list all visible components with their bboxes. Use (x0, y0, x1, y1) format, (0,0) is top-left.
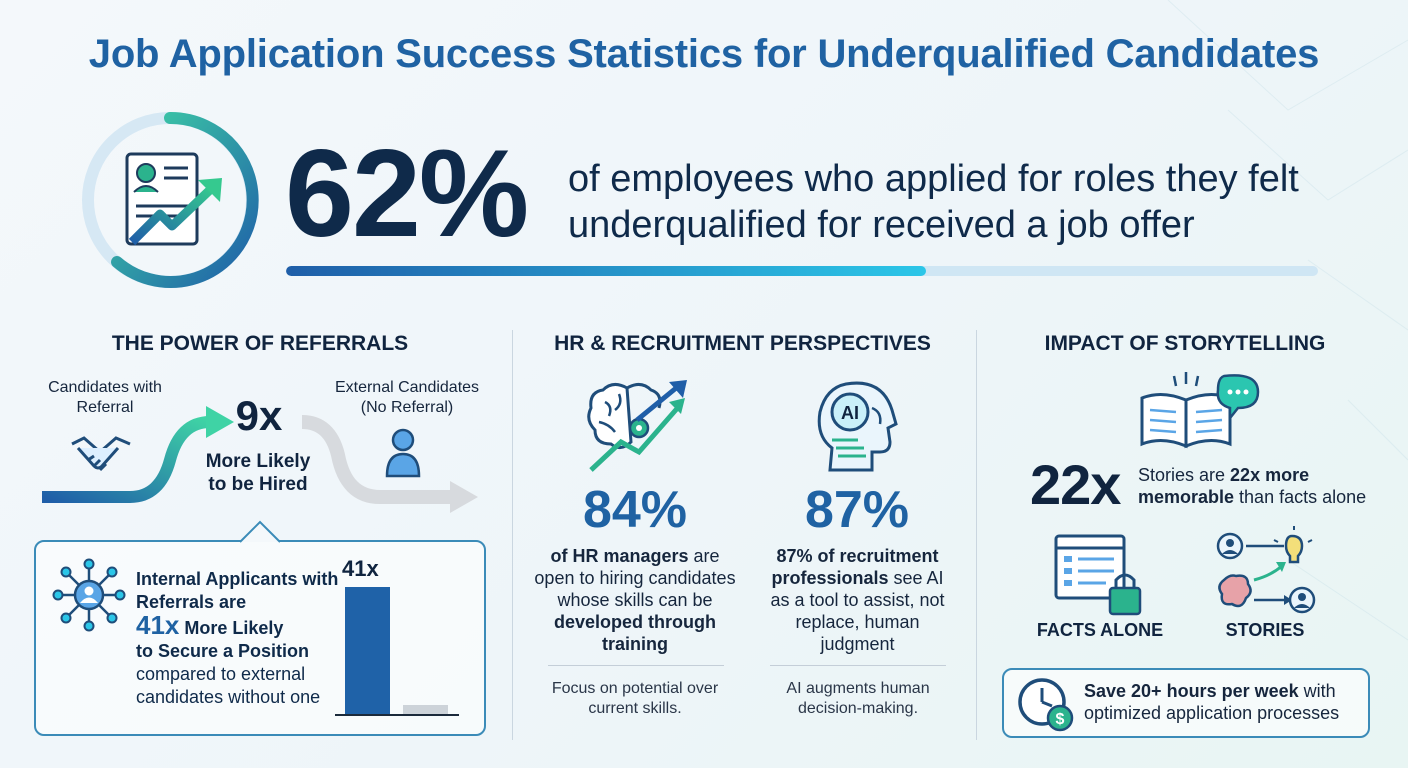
hr-left-text-rest: are open to hiring candidates whose skil… (534, 546, 736, 610)
callout-pointer (239, 520, 281, 543)
hr-right-text-rest: see AI as a tool to assist, not replace,… (770, 568, 945, 654)
background-pattern (1167, 0, 1408, 641)
hr-right-text-bold: 87% of recruitment professionals (771, 546, 939, 588)
internal-line3: to Secure a Position (136, 641, 310, 661)
hr-right-footer: AI augments human decision-making. (786, 680, 930, 717)
column-divider (976, 330, 977, 740)
hr-left-text-bold2: developed through training (554, 612, 716, 654)
story-text-pre: Stories are (1138, 465, 1231, 485)
page-title: Job Application Success Statistics for U… (88, 32, 1320, 76)
internal-multiplier: 41x (136, 610, 180, 640)
network-person-icon (52, 558, 126, 632)
internal-referral-text: Internal Applicants with Referrals are 4… (136, 568, 346, 709)
column-divider (512, 330, 513, 740)
hr-right-rule (770, 665, 946, 666)
hr-left-rule (548, 665, 724, 666)
bar-value-label: 41x (342, 556, 379, 581)
hero-description: of employees who applied for roles they … (568, 158, 1299, 246)
internal-line4: compared to external candidates without … (136, 664, 321, 707)
hero-progress-bar (286, 266, 1318, 276)
hr-left-percent: 84% (582, 481, 688, 539)
clock-money-icon: $ (1018, 678, 1074, 732)
brain-growth-icon (587, 380, 687, 472)
book-chat-icon (1140, 372, 1260, 449)
stories-flow-icon (1216, 526, 1316, 614)
stories-label: STORIES (1225, 620, 1305, 640)
hr-left-text-bold: of HR managers (550, 546, 689, 566)
bar-axis (335, 714, 459, 716)
hr-heading: HR & RECRUITMENT PERSPECTIVES (554, 332, 931, 355)
referral-bar (345, 587, 390, 715)
story-text-post: than facts alone (1234, 487, 1367, 507)
internal-line2: More Likely (184, 618, 284, 638)
external-bar (403, 705, 448, 715)
handshake-icon (71, 436, 131, 472)
storytelling-multiplier: 22x (1030, 453, 1121, 516)
hr-right-text: 87% of recruitment professionals see AI … (760, 545, 955, 655)
external-label: External Candidates (No Referral) (334, 379, 480, 416)
save-text-rest: with optimized application processes (1084, 681, 1340, 723)
referral-flow-arrows (42, 406, 478, 513)
resume-growth-icon (82, 111, 259, 288)
referral-multiplier-caption: More Likely to be Hired (205, 451, 311, 495)
facts-alone-label: FACTS ALONE (1036, 620, 1164, 640)
story-text-bold: 22x more memorable (1138, 465, 1310, 507)
hr-left-footer: Focus on potential over current skills. (551, 680, 719, 717)
person-icon (385, 428, 421, 478)
ai-head-icon: AI (817, 381, 898, 472)
hr-left-text: of HR managers are open to hiring candid… (530, 545, 740, 655)
referral-multiplier: 9x (235, 392, 283, 439)
storytelling-text: Stories are 22x more memorable than fact… (1138, 464, 1388, 508)
with-referral-label: Candidates with Referral (48, 379, 162, 416)
svg-text:$: $ (1056, 711, 1065, 728)
hr-right-percent: 87% (804, 481, 910, 539)
hero-percent: 62% (285, 125, 529, 263)
storytelling-heading: IMPACT OF STORYTELLING (1044, 332, 1326, 355)
internal-line1: Internal Applicants with Referrals are (136, 569, 339, 612)
ai-icon-label: AI (841, 403, 859, 423)
time-saving-text: Save 20+ hours per week with optimized a… (1084, 680, 1369, 724)
referrals-heading: THE POWER OF REFERRALS (111, 332, 409, 355)
hero-progress-fill (286, 266, 926, 276)
locked-document-icon (1054, 534, 1142, 616)
save-text-bold: Save 20+ hours per week (1084, 681, 1299, 701)
